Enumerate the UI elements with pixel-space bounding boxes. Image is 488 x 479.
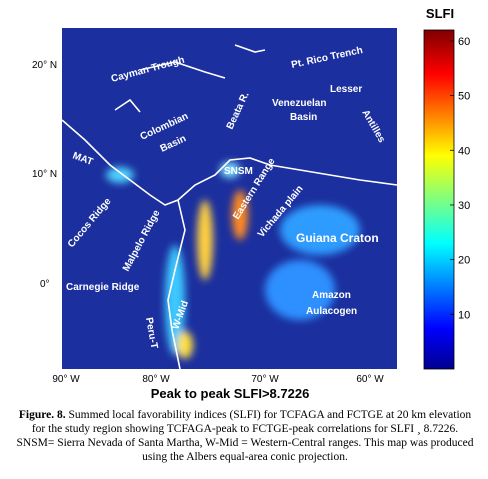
figure: Cayman Trough Pt. Rico Trench Lesser Ant… <box>32 6 470 401</box>
map-label: Aulacogen <box>306 306 357 317</box>
lon-tick-label: 70° W <box>251 374 279 385</box>
map-label: Basin <box>290 112 317 123</box>
map-label: Venezuelan <box>272 98 326 109</box>
lat-tick-label: 20° N <box>32 60 57 71</box>
lat-tick-label: 10° N <box>32 169 57 180</box>
lon-tick-label: 90° W <box>52 374 80 385</box>
caption-text: Summed local favorability indices (SLFI)… <box>16 409 474 463</box>
map-label: Lesser <box>330 84 362 95</box>
colorbar-tick-label: 20 <box>458 255 470 267</box>
colorbar-tick-label: 60 <box>458 36 470 48</box>
caption: Figure. 8. Summed local favorability ind… <box>14 408 476 464</box>
colorbar-tick-label: 10 <box>458 309 470 321</box>
map-label: Guiana Craton <box>296 231 379 245</box>
lat-tick-label: 0° <box>40 279 50 290</box>
map-background <box>62 28 397 369</box>
caption-label: Figure. 8. <box>18 409 66 421</box>
bottom-label: Peak to peak SLFI>8.7226 <box>151 386 310 401</box>
colorbar-title: SLFI <box>426 6 454 21</box>
lon-tick-label: 80° W <box>142 374 170 385</box>
map-label: Amazon <box>312 290 351 301</box>
colorbar <box>423 29 455 370</box>
map-label: SNSM <box>224 166 253 177</box>
colorbar-tick-label: 30 <box>458 200 470 212</box>
lon-tick-label: 60° W <box>356 374 384 385</box>
map-label: Carnegie Ridge <box>66 282 140 293</box>
map-label: Peru-T <box>143 317 159 350</box>
colorbar-tick-label: 40 <box>458 145 470 157</box>
coastlines <box>61 44 398 370</box>
colorbar-tick-label: 50 <box>458 91 470 103</box>
axis-labels: 20° N 10° N 0° 90° W 80° W 70° W 60° W <box>32 60 384 385</box>
